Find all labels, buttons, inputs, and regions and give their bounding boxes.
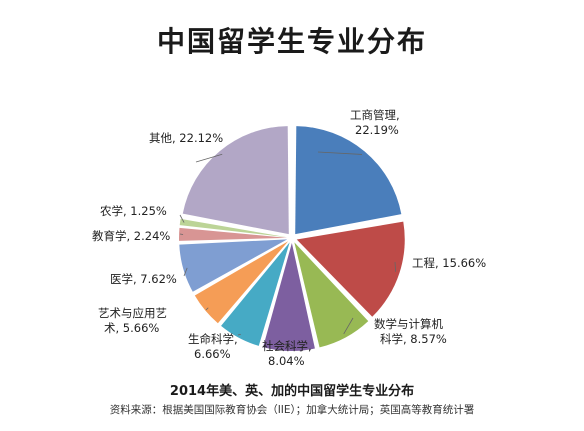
- pie-slice: [179, 239, 288, 292]
- slice-label: 术, 5.66%: [104, 321, 159, 335]
- slice-label: 数学与计算机: [374, 317, 443, 331]
- leader-line: [195, 153, 223, 163]
- pie-slice: [295, 126, 402, 235]
- pie-slice: [179, 227, 288, 241]
- leader-line: [179, 214, 185, 223]
- slice-label: 农学, 1.25%: [100, 204, 167, 218]
- pie-slice: [294, 242, 369, 348]
- slice-label: 科学, 8.57%: [380, 332, 447, 346]
- slice-label: 工商管理,: [350, 108, 400, 122]
- slice-label: 其他, 22.12%: [149, 131, 223, 145]
- slice-label: 艺术与应用艺: [98, 306, 167, 320]
- leader-line: [394, 261, 397, 272]
- slice-label: 生命科学,: [188, 332, 238, 346]
- leader-line: [237, 333, 241, 336]
- leader-line: [183, 267, 188, 277]
- chart-title: 中国留学生专业分布: [156, 25, 427, 58]
- slice-label: 教育学, 2.24%: [92, 229, 170, 243]
- leader-line: [317, 151, 362, 155]
- slice-label: 工程, 15.66%: [412, 256, 486, 270]
- slice-label: 社会科学,: [262, 339, 312, 353]
- slice-label: 6.66%: [194, 347, 231, 361]
- pie-slice: [296, 221, 405, 317]
- slice-label: 8.04%: [268, 354, 305, 368]
- pie-slice: [179, 218, 288, 238]
- leader-line: [343, 317, 354, 335]
- chart-source: 资料来源：根据美国国际教育协会（IIE）；加拿大统计局；英国高等教育统计署: [109, 404, 475, 416]
- pie-slice: [182, 126, 289, 235]
- pie-slice: [194, 241, 289, 324]
- pie-slice: [221, 242, 290, 346]
- pie-slice: [263, 242, 315, 351]
- slice-label: 医学, 7.62%: [110, 272, 177, 286]
- leader-line: [205, 307, 209, 311]
- leader-line: [281, 342, 290, 348]
- chart-caption: 2014年美、英、加的中国留学生专业分布: [169, 384, 415, 399]
- slice-label: 22.19%: [355, 123, 399, 137]
